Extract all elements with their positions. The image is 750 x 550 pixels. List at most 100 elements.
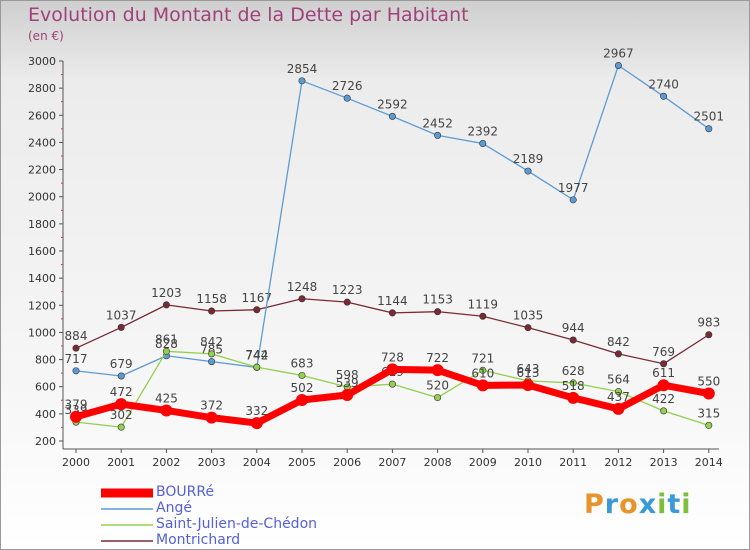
data-point: [705, 331, 713, 339]
data-point: [72, 344, 80, 352]
data-point: [705, 125, 713, 133]
data-label: 610: [471, 366, 494, 380]
data-point: [434, 131, 442, 139]
y-tick-label: 800: [35, 354, 56, 367]
y-tick-label: 1600: [28, 245, 56, 258]
data-label: 1037: [106, 308, 137, 322]
data-label: 683: [291, 356, 314, 370]
data-point: [569, 336, 577, 344]
data-point: [386, 363, 399, 376]
data-label: 2854: [287, 62, 318, 76]
data-label: 1223: [332, 283, 363, 297]
data-label: 722: [426, 351, 449, 365]
legend-label: Montrichard: [156, 532, 241, 548]
data-label: 422: [652, 392, 675, 406]
data-point: [705, 421, 713, 429]
data-point: [208, 358, 216, 366]
data-label: 944: [562, 321, 585, 335]
data-point: [162, 301, 170, 309]
y-tick-label: 1400: [28, 272, 56, 285]
data-point: [614, 388, 622, 396]
x-tick-label: 2011: [559, 456, 587, 469]
data-label: 425: [155, 391, 178, 405]
y-tick-label: 2800: [28, 82, 56, 95]
data-label: 1035: [513, 309, 544, 323]
data-point: [205, 411, 218, 424]
data-point: [253, 363, 261, 371]
data-point: [569, 196, 577, 204]
series-line: [75, 64, 710, 377]
x-tick-label: 2008: [424, 456, 452, 469]
x-tick-label: 2003: [198, 456, 226, 469]
legend-label: BOURRé: [156, 484, 215, 500]
data-label: 437: [607, 390, 630, 404]
data-label: 744: [245, 348, 268, 362]
data-point: [341, 388, 354, 401]
data-label: 598: [336, 368, 359, 382]
data-point: [524, 167, 532, 175]
y-tick-label: 2200: [28, 164, 56, 177]
logo-letter: t: [667, 489, 682, 520]
logo-letter: o: [619, 489, 639, 520]
logo-letter: i: [681, 489, 692, 520]
logo-letter: P: [584, 489, 605, 520]
data-point: [208, 350, 216, 358]
data-point: [431, 364, 444, 377]
data-point: [296, 394, 308, 407]
data-label: 728: [381, 350, 404, 364]
y-tick-label: 1000: [28, 326, 56, 339]
data-label: 550: [697, 375, 720, 389]
data-point: [479, 140, 487, 148]
data-label: 2740: [648, 77, 679, 91]
data-label: 861: [155, 332, 178, 346]
data-point: [522, 378, 534, 391]
data-point: [612, 402, 625, 415]
x-tick-label: 2001: [107, 456, 135, 469]
y-unit-label: (en €): [28, 29, 64, 43]
data-label: 842: [200, 335, 223, 349]
data-label: 721: [471, 351, 494, 365]
data-point: [479, 312, 487, 320]
data-label: 1119: [468, 297, 499, 311]
data-point: [72, 367, 80, 375]
y-tick-label: 3000: [28, 55, 56, 68]
data-label: 564: [607, 373, 630, 387]
data-point: [660, 360, 668, 368]
x-tick-label: 2010: [514, 456, 542, 469]
data-point: [476, 379, 489, 392]
data-point: [660, 92, 668, 100]
data-label: 2592: [377, 97, 408, 111]
x-tick-label: 2002: [152, 456, 180, 469]
data-point: [569, 379, 577, 387]
data-point: [117, 372, 125, 380]
x-tick-label: 2006: [333, 456, 361, 469]
data-label: 2726: [332, 79, 363, 93]
data-label: 472: [110, 385, 133, 399]
x-tick-label: 2000: [62, 456, 90, 469]
y-tick-label: 2400: [28, 136, 56, 149]
data-point: [614, 350, 622, 358]
chart-title: Evolution du Montant de la Dette par Hab…: [28, 4, 469, 26]
data-point: [117, 423, 125, 431]
x-tick-label: 2012: [604, 456, 632, 469]
data-label: 983: [697, 316, 720, 330]
data-label: 1203: [151, 286, 182, 300]
data-point: [343, 94, 351, 102]
y-tick-label: 1200: [28, 299, 56, 312]
y-tick-label: 2000: [28, 191, 56, 204]
x-tick-label: 2007: [378, 456, 406, 469]
data-label: 502: [291, 381, 314, 395]
data-label: 2501: [694, 110, 725, 124]
data-point: [343, 298, 351, 306]
data-point: [614, 61, 622, 69]
data-point: [524, 324, 532, 332]
data-label: 717: [65, 352, 88, 366]
x-tick-label: 2009: [469, 456, 497, 469]
data-label: 828: [155, 337, 178, 351]
data-label: 520: [426, 379, 449, 393]
data-point: [117, 323, 125, 331]
y-tick-label: 2600: [28, 109, 56, 122]
x-tick-label: 2013: [650, 456, 678, 469]
x-tick-label: 2004: [243, 456, 271, 469]
